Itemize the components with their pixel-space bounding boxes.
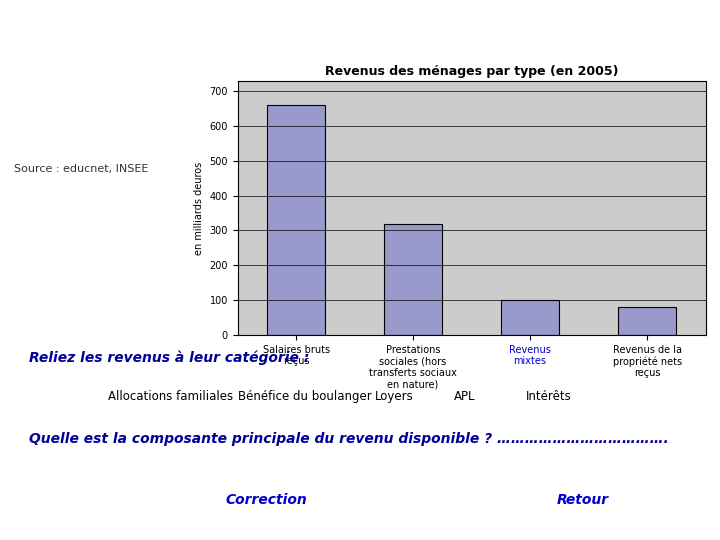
Title: Revenus des ménages par type (en 2005): Revenus des ménages par type (en 2005) bbox=[325, 65, 618, 78]
Y-axis label: en milliards deuros: en milliards deuros bbox=[194, 161, 204, 254]
Text: Allocations familiales: Allocations familiales bbox=[108, 389, 233, 403]
Text: Correction: Correction bbox=[225, 492, 307, 507]
Text: Quelle est la composante principale du revenu disponible ? ……………………………….: Quelle est la composante principale du r… bbox=[29, 432, 669, 446]
Text: Intérêts: Intérêts bbox=[526, 389, 572, 403]
Text: Loyers: Loyers bbox=[374, 389, 413, 403]
Text: APL: APL bbox=[454, 389, 475, 403]
Text: La structure du revenu disponible des ménages: La structure du revenu disponible des mé… bbox=[0, 26, 720, 55]
Bar bbox=[267, 105, 325, 335]
Bar bbox=[618, 307, 676, 335]
Text: Bénéfice du boulanger: Bénéfice du boulanger bbox=[238, 389, 372, 403]
Text: Source : educnet, INSEE: Source : educnet, INSEE bbox=[14, 164, 149, 174]
Text: Reliez les revenus à leur catégorie :: Reliez les revenus à leur catégorie : bbox=[29, 350, 309, 365]
Bar bbox=[501, 300, 559, 335]
Text: Retour: Retour bbox=[557, 492, 609, 507]
Bar bbox=[384, 224, 442, 335]
